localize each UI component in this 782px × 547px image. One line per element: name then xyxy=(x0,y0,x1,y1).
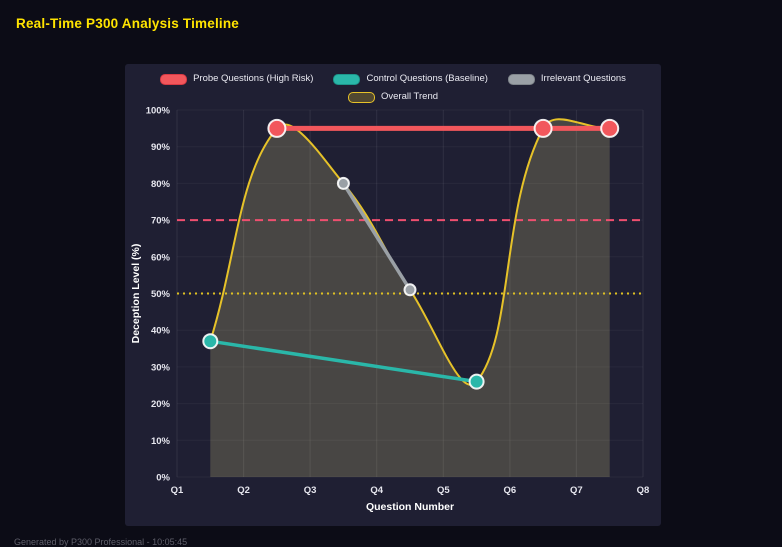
y-tick-label: 90% xyxy=(151,142,171,153)
y-tick-label: 50% xyxy=(151,289,171,300)
x-axis-title: Question Number xyxy=(366,501,454,513)
y-tick-label: 20% xyxy=(151,399,171,410)
legend-label: Irrelevant Questions xyxy=(540,73,626,84)
data-point[interactable] xyxy=(600,118,620,138)
y-tick-label: 60% xyxy=(151,252,171,263)
legend-label: Control Questions (Baseline) xyxy=(366,73,488,84)
x-tick-label: Q3 xyxy=(304,485,317,496)
data-point[interactable] xyxy=(336,176,350,190)
x-tick-label: Q1 xyxy=(171,485,184,496)
legend-swatch-icon xyxy=(347,91,375,103)
legend-swatch-icon xyxy=(507,73,535,85)
data-point[interactable] xyxy=(403,283,417,297)
y-axis-title: Deception Level (%) xyxy=(130,244,142,344)
trend-area-fill xyxy=(210,119,610,477)
legend-item[interactable]: Overall Trend xyxy=(347,91,439,103)
chart-legend: Probe Questions (High Risk) Control Quest… xyxy=(125,73,661,103)
x-tick-label: Q7 xyxy=(570,485,583,496)
y-tick-label: 0% xyxy=(156,473,170,484)
legend-label: Probe Questions (High Risk) xyxy=(193,73,314,84)
x-tick-label: Q8 xyxy=(637,485,650,496)
legend-row: Overall Trend xyxy=(347,91,439,103)
x-tick-label: Q4 xyxy=(370,485,383,496)
series-line xyxy=(208,339,479,384)
series-line xyxy=(341,181,412,292)
legend-item[interactable]: Irrelevant Questions xyxy=(507,73,626,85)
timeline-chart: Q1 Q2 Q3 Q4 Q5 Q6 Q7 Q8 0% 10% 20% 30% 40% 50% 60% 70% 8… xyxy=(130,106,650,514)
legend-swatch-icon xyxy=(333,73,361,85)
y-tick-label: 10% xyxy=(151,436,171,447)
x-tick-label: Q6 xyxy=(504,485,517,496)
y-tick-label: 100% xyxy=(146,106,171,117)
chart-panel: Q1 Q2 Q3 Q4 Q5 Q6 Q7 Q8 0% 10% 20% 30% 40% 50% 60% 70% 8… xyxy=(125,64,661,526)
y-tick-label: 70% xyxy=(151,216,171,227)
x-tick-label: Q2 xyxy=(237,485,250,496)
legend-swatch-icon xyxy=(160,73,188,85)
legend-item[interactable]: Control Questions (Baseline) xyxy=(333,73,488,85)
data-point[interactable] xyxy=(468,373,485,390)
data-point[interactable] xyxy=(267,118,287,138)
y-tick-label: 30% xyxy=(151,362,171,373)
x-tick-label: Q5 xyxy=(437,485,450,496)
data-point[interactable] xyxy=(533,118,553,138)
legend-item[interactable]: Probe Questions (High Risk) xyxy=(160,73,313,85)
y-tick-label: 40% xyxy=(151,326,171,337)
data-point[interactable] xyxy=(202,333,219,350)
legend-label: Overall Trend xyxy=(380,91,439,102)
page-title: Real-Time P300 Analysis Timeline xyxy=(16,16,240,31)
legend-row: Probe Questions (High Risk) Control Quest… xyxy=(160,73,626,85)
footer-text: Generated by P300 Professional - 10:05:4… xyxy=(14,537,188,547)
y-tick-label: 80% xyxy=(151,179,171,190)
